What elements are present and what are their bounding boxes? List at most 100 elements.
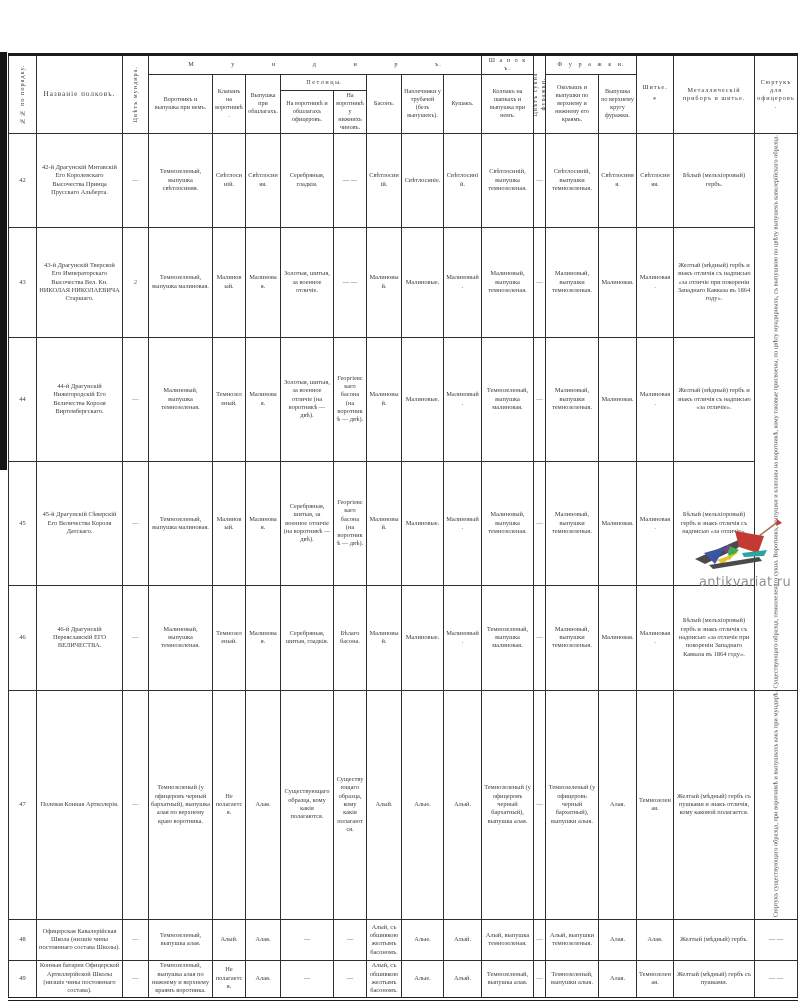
cell: Желтый (мѣдный) гербъ и знакъ отличія съ… xyxy=(673,337,755,463)
cell: — xyxy=(122,689,149,921)
cell: — xyxy=(122,585,149,691)
row-number: 45 xyxy=(8,461,37,587)
cell: Серебряныя, шитыя, гладкія. xyxy=(280,585,334,691)
logo-blue-triangle xyxy=(704,547,725,564)
table-header: №№ по порядку. Названіе полковъ. Цвѣтъ м… xyxy=(8,53,798,135)
cell: Малиновая. xyxy=(245,461,281,587)
cell: Малиновый. xyxy=(366,585,402,691)
table-row: 46 46-й Драгунскій Переяславскій ЕГО ВЕЛИ… xyxy=(8,585,798,691)
regiment-name: Конныя батареи Офицерской Артиллерійской… xyxy=(36,960,123,1000)
cell: Малиновый, выпушка темнозеленая. xyxy=(148,337,213,463)
cell: — xyxy=(122,461,149,587)
cell: Бѣлаго басона. xyxy=(333,585,367,691)
cell: Свѣтлосиняя. xyxy=(598,133,637,229)
cell: Темнозеленый, выпушка алая. xyxy=(481,960,534,1000)
cell: Темнозеленый. xyxy=(212,337,246,463)
cell: Желтый (мѣдный) гербъ. xyxy=(673,919,755,962)
cell: Алая. xyxy=(598,689,637,921)
cell: — xyxy=(533,133,546,229)
cell: — xyxy=(280,960,334,1000)
cell: Свѣтлосиній, выпушки темнозеленыя. xyxy=(545,133,599,229)
cell: Алый. xyxy=(443,960,482,1000)
cell: — xyxy=(333,960,367,1000)
logo-pen-nib xyxy=(776,519,782,526)
cell: Алая. xyxy=(598,960,637,1000)
cell: Малиновые. xyxy=(401,585,444,691)
cell: Свѣтлосиній. xyxy=(212,133,246,229)
cell: — xyxy=(122,133,149,229)
cell: Георгіевскаго басона (на воротникѣ — двѣ… xyxy=(333,337,367,463)
cell: Существующаго образца, кому какія полага… xyxy=(280,689,334,921)
cell: Малиновый, выпушки темнозеленыя. xyxy=(545,461,599,587)
regiment-name: 46-й Драгунскій Переяславскій ЕГО ВЕЛИЧЕ… xyxy=(36,585,123,691)
cell: Малиновый. xyxy=(443,461,482,587)
cell: Малиновая. xyxy=(598,337,637,463)
cell: Малиновые. xyxy=(401,227,444,339)
logo-pen-line xyxy=(758,520,780,537)
cell: Темнозеленый. xyxy=(212,585,246,691)
cell: Малиновый. xyxy=(366,227,402,339)
cell: Не полагается. xyxy=(212,689,246,921)
col-header-petlicy-of: На воротникѣ и обшлагахъ офицеровъ. xyxy=(280,90,334,135)
cell: Георгіевскаго басона (на воротникѣ — двѣ… xyxy=(333,461,367,587)
cell: Малиновый. xyxy=(366,337,402,463)
cell: Темнозеленый, выпушки алыя. xyxy=(545,960,599,1000)
cell: Алый. xyxy=(212,919,246,962)
cell: Алый, съ обшивкою желтымъ басономъ. xyxy=(366,919,402,962)
cell: Малиновый, выпушка темнозеленая. xyxy=(148,585,213,691)
surtuk-cell: Существующаго образца, темнозеленаго сук… xyxy=(754,133,798,691)
col-header-surtuk: Сюртукъ для офицеровъ. xyxy=(754,53,798,135)
cell: Малиновый, выпушки темнозеленыя. xyxy=(545,227,599,339)
cell: — xyxy=(122,919,149,962)
cell: Золотыя, шитыя, за военное отличіе (на в… xyxy=(280,337,334,463)
regiment-name: 45-й Драгунскій Сѣверскій Его Величества… xyxy=(36,461,123,587)
surtuk-cell: — — xyxy=(754,960,798,1000)
cell: Темнозеленый (у офицеровъ черный бархатн… xyxy=(545,689,599,921)
col-header-name: Названіе полковъ. xyxy=(36,53,123,135)
surtuk-cell: Сюртукъ существующаго образца, при ворот… xyxy=(754,690,798,920)
cell: — xyxy=(333,919,367,962)
cell: Малиновая. xyxy=(245,585,281,691)
watermark-text: antikvariat.ru xyxy=(698,575,791,590)
cell: — xyxy=(122,960,149,1000)
cell: — xyxy=(533,227,546,339)
logo-yellow-triangle xyxy=(717,552,739,564)
cell: Алые. xyxy=(401,919,444,962)
col-header-klapan: Клапанъ на воротникѣ. xyxy=(212,74,246,135)
cell: Алые. xyxy=(401,689,444,921)
regiment-name: 42-й Драгунскій Митавскій Его Королевска… xyxy=(36,133,123,229)
cell: Малиновый. xyxy=(443,585,482,691)
cell: Алый, выпушки темнозеленыя. xyxy=(545,919,599,962)
cell: — xyxy=(533,919,546,962)
cell: Темнозеленый, выпушка алая по нижнему и … xyxy=(148,960,213,1000)
cell: Существующаго образца, кому какія полага… xyxy=(333,689,367,921)
cell: Малиновая. xyxy=(636,461,674,587)
table-row: 47 Полевая Конная Артиллерія. — Темнозелены… xyxy=(8,689,798,921)
col-header-vypushka-krug: Выпушка по верхнему кругу фуражки. xyxy=(598,74,637,135)
col-header-naplechniki: Наплечники у трубачей (безъ выпушекъ). xyxy=(401,74,444,135)
table-row: 48 Офицерская Кавалерійская Школа (низшіе… xyxy=(8,919,798,962)
group-header-row: №№ по порядку. Названіе полковъ. Цвѣтъ м… xyxy=(8,53,798,135)
cell: Малиновый. xyxy=(443,337,482,463)
cell: Темнозеленая. xyxy=(636,960,674,1000)
cell: Алый. xyxy=(443,689,482,921)
cell: Малиновый. xyxy=(443,227,482,339)
cell: Малиновый, выпушки темнозеленыя. xyxy=(545,585,599,691)
cell: Желтый (мѣдный) гербъ и знакъ отличія съ… xyxy=(673,227,755,339)
col-header-furazhka-cloth: Цвѣтъ сукна фуражки. xyxy=(533,54,546,134)
cell: Малиновые. xyxy=(401,337,444,463)
cell: Серебряныя, шитыя, за военное отличіе (н… xyxy=(280,461,334,587)
cell: Желтый (мѣдный) гербъ съ пушками и знакъ… xyxy=(673,689,755,921)
table-row: 43 43-й Драгунскій Тверской Его Император… xyxy=(8,227,798,339)
antikvariat-logo xyxy=(695,519,782,569)
cell: — xyxy=(280,919,334,962)
col-header-okolysh: Околышъ и выпушки по верхнему и нижнему … xyxy=(545,74,599,135)
cell: — xyxy=(533,337,546,463)
cell: Темнозеленый, выпушка алая. xyxy=(148,919,213,962)
cell: Свѣтлосиняя. xyxy=(636,133,674,229)
row-number: 42 xyxy=(8,133,37,229)
antikvariat-watermark: antikvariat.ru xyxy=(677,519,797,591)
cell: Темнозеленый (у офицеровъ черный бархатн… xyxy=(148,689,213,921)
cell: Алый. xyxy=(443,919,482,962)
cell: Алая. xyxy=(245,919,281,962)
